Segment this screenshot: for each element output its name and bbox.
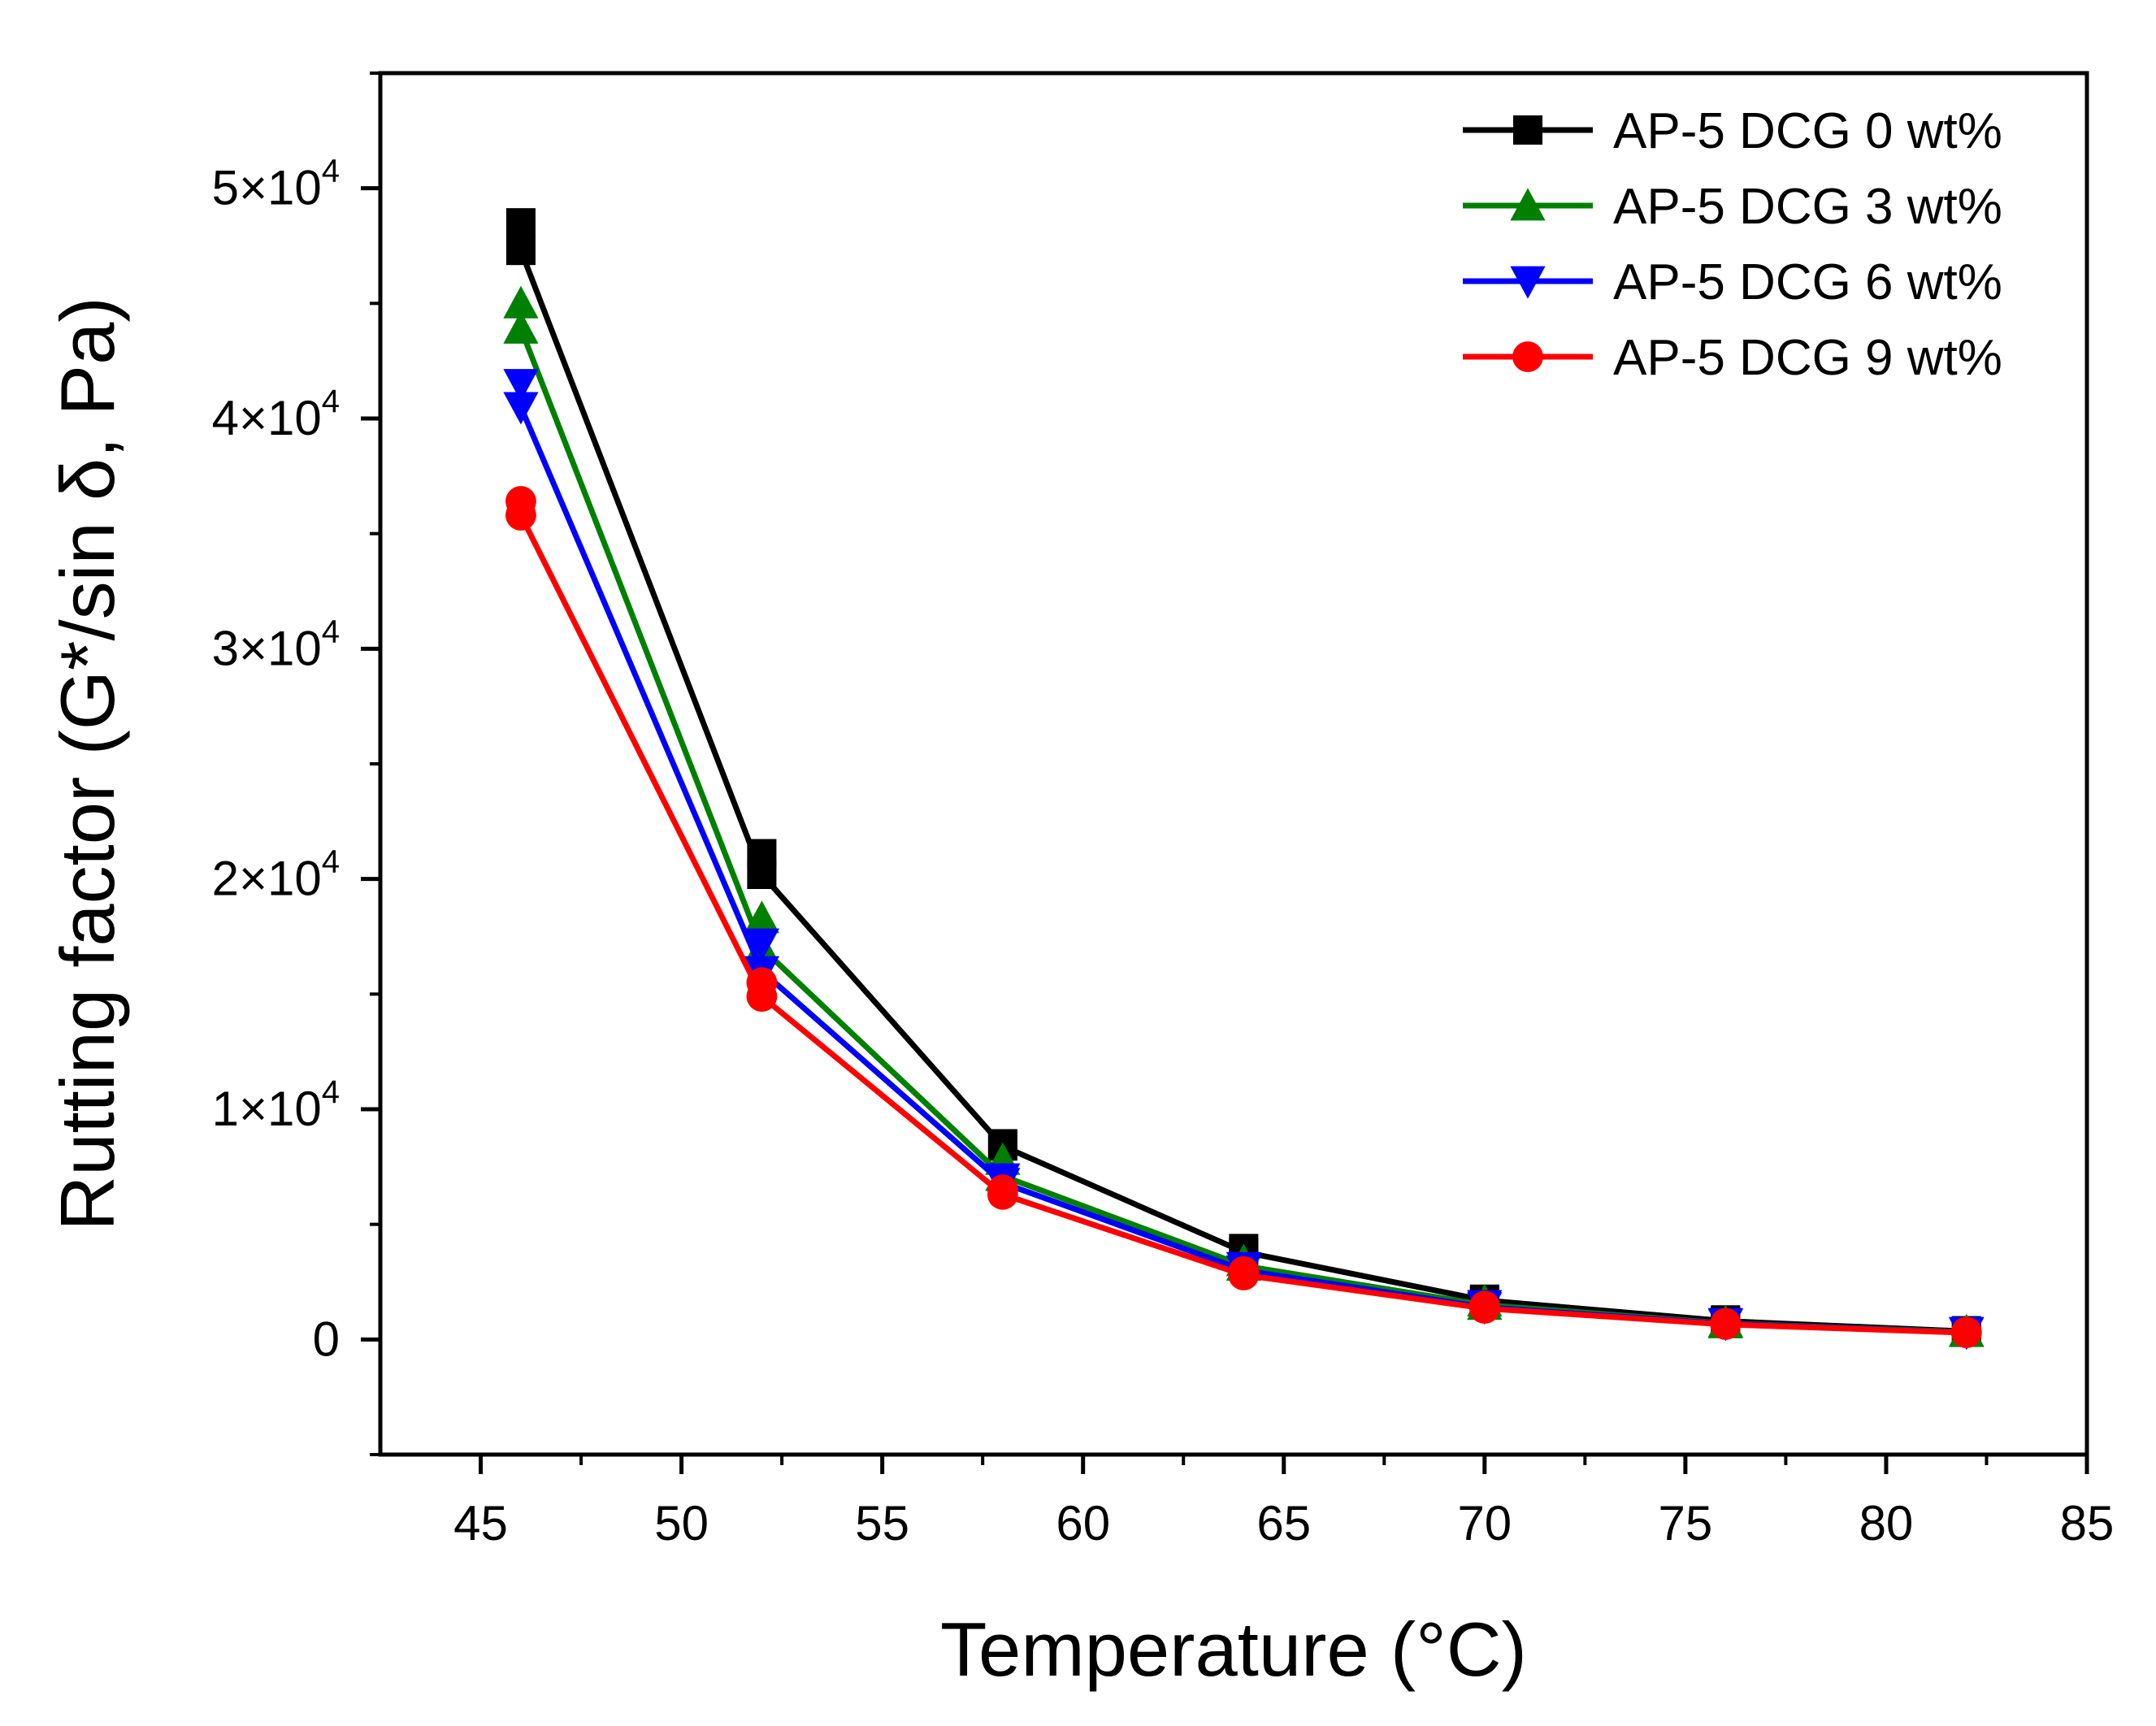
legend-label: AP-5 DCG 0 wt% [1613, 103, 2002, 159]
data-point [746, 981, 778, 1013]
data-point [747, 860, 777, 889]
data-point [503, 310, 539, 344]
y-tick-label: 4×104 [212, 384, 340, 445]
x-tick-label: 55 [855, 1496, 909, 1550]
data-point [505, 500, 536, 531]
data-point [1710, 1309, 1742, 1340]
x-tick-label: 70 [1457, 1496, 1512, 1550]
data-point [1228, 1260, 1260, 1290]
x-tick-label: 45 [453, 1496, 508, 1550]
data-point [744, 900, 780, 934]
x-tick-label: 65 [1256, 1496, 1311, 1550]
legend-marker [1513, 115, 1542, 145]
y-tick-label: 5×104 [212, 154, 340, 215]
legend: AP-5 DCG 0 wt% AP-5 DCG 3 wt% AP-5 DCG 6 w… [1463, 103, 2002, 386]
x-tick-label: 85 [2060, 1496, 2115, 1550]
y-tick-label: 1×104 [212, 1074, 340, 1136]
data-point [503, 392, 539, 425]
legend-marker [1510, 188, 1546, 221]
data-point [503, 369, 539, 402]
y-axis-title: Rutting factor (G*/sin δ, Pa) [45, 297, 130, 1230]
x-tick-label: 60 [1056, 1496, 1110, 1550]
y-axis: 0 1×104 2×104 3×104 4×104 5×104 [212, 72, 380, 1456]
data-point [505, 236, 536, 266]
x-axis-title: Temperature (°C) [940, 1607, 1527, 1692]
x-tick-label: 50 [654, 1496, 709, 1550]
legend-label: AP-5 DCG 9 wt% [1613, 330, 2002, 386]
data-point [744, 928, 780, 961]
x-tick-label: 75 [1659, 1496, 1713, 1550]
legend-marker [1510, 266, 1546, 299]
legend-marker [1512, 341, 1543, 372]
series-layer [503, 208, 1985, 1351]
data-point [1950, 1317, 1982, 1349]
data-point [987, 1178, 1018, 1210]
x-tick-label: 80 [1859, 1496, 1914, 1550]
legend-label: AP-5 DCG 3 wt% [1613, 179, 2002, 235]
x-axis: 45 50 55 60 65 70 75 80 85 [453, 1455, 2114, 1550]
data-point [503, 285, 539, 319]
series-3 [505, 486, 1982, 1349]
legend-label: AP-5 DCG 6 wt% [1613, 254, 2002, 310]
data-point [505, 208, 536, 238]
data-point [1468, 1293, 1500, 1324]
y-tick-label: 0 [313, 1312, 340, 1366]
y-tick-label: 2×104 [212, 844, 340, 906]
y-tick-label: 3×104 [212, 614, 340, 675]
